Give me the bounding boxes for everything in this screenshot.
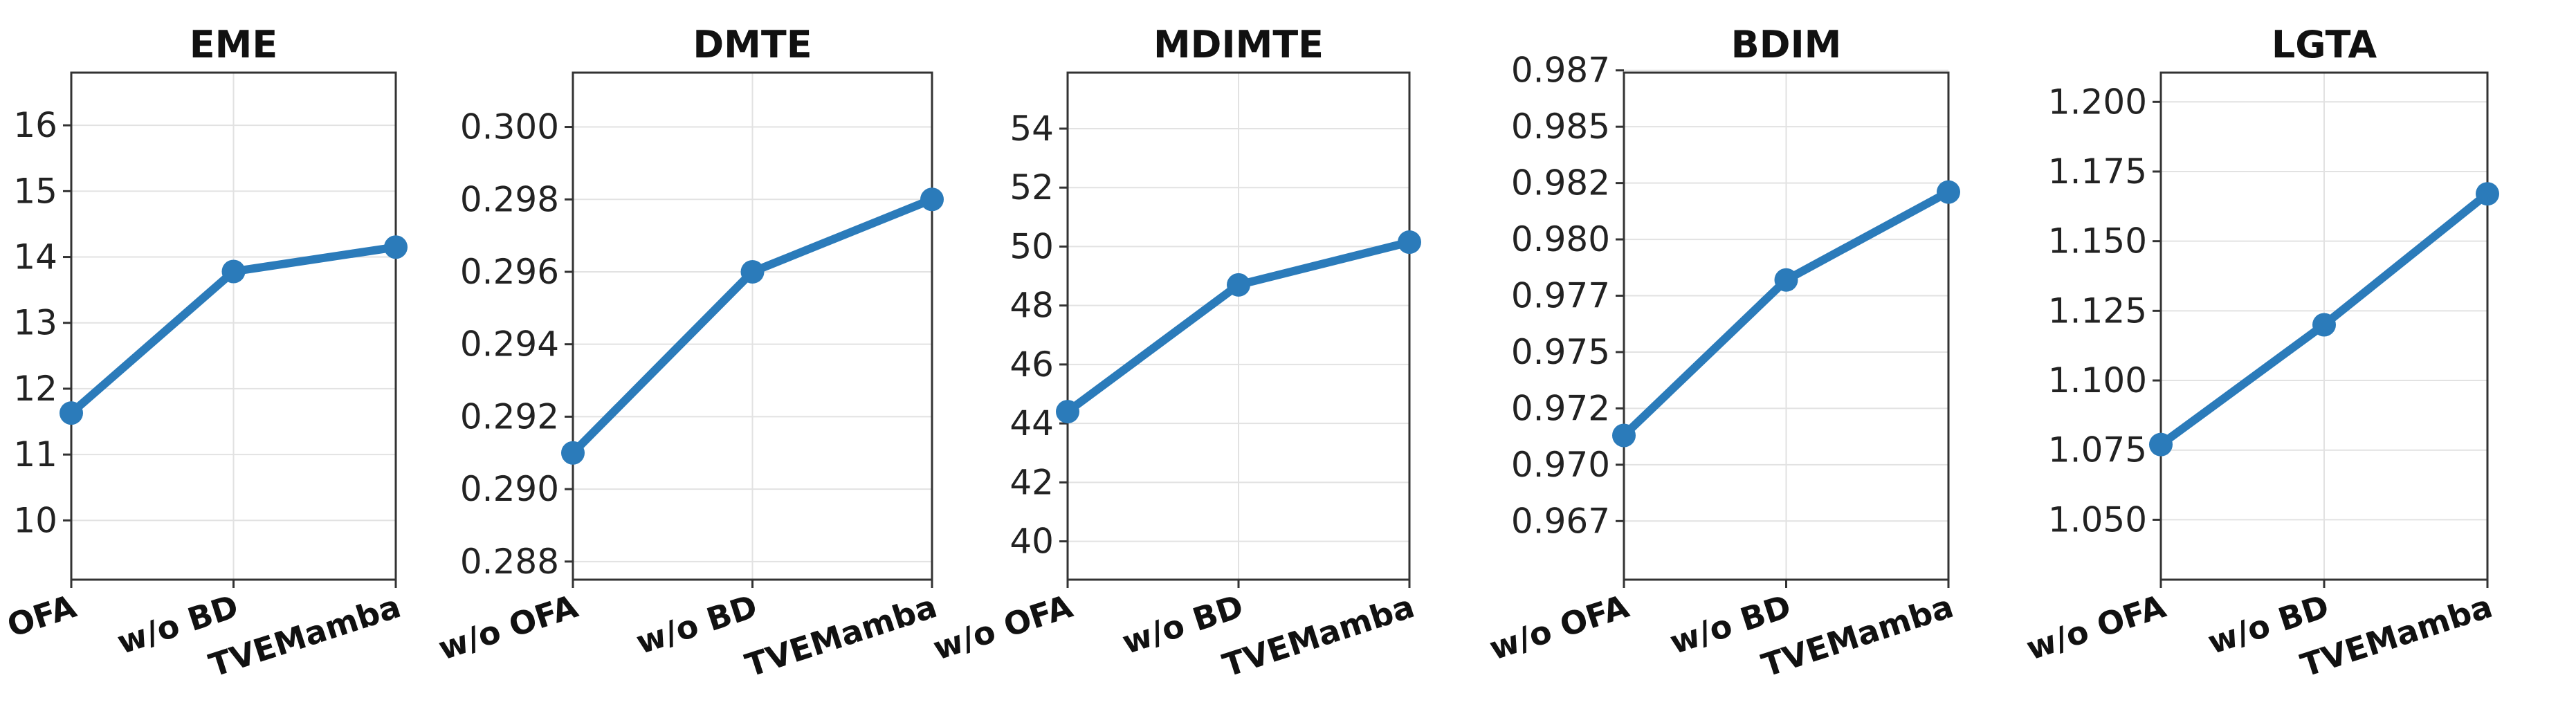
y-tick-label: 15 xyxy=(13,171,57,211)
y-tick-label: 10 xyxy=(13,500,57,540)
data-point xyxy=(1612,423,1636,448)
y-tick-label: 0.298 xyxy=(460,179,559,219)
y-tick-label: 40 xyxy=(1010,522,1054,562)
chart-panel: 0.967 0.970 0.972 0.975 0.977 0.980 0.982 0.985… xyxy=(1485,23,1960,684)
y-tick-label: 1.150 xyxy=(2048,221,2147,261)
y-tick-label: 0.980 xyxy=(1511,219,1610,259)
y-tick-label: 0.975 xyxy=(1511,332,1610,372)
y-tick-label: 0.977 xyxy=(1511,276,1610,316)
y-tick-label: 0.982 xyxy=(1511,163,1610,203)
chart-title: LGTA xyxy=(2272,23,2377,66)
y-tick-label: 0.288 xyxy=(460,542,559,582)
chart-title: EME xyxy=(190,23,278,66)
y-tick-label: 0.970 xyxy=(1511,445,1610,485)
y-tick-label: 0.292 xyxy=(460,396,559,436)
chart-title: DMTE xyxy=(693,23,812,66)
y-tick-label: 52 xyxy=(1010,167,1054,208)
x-tick-label: w/o OFA xyxy=(0,587,81,668)
y-tick-label: 16 xyxy=(13,105,57,145)
y-tick-label: 54 xyxy=(1010,109,1054,149)
chart-panel: 0.288 0.290 0.292 0.294 0.296 0.298 0.300 w/o O… xyxy=(434,23,944,684)
data-point xyxy=(2149,432,2173,457)
y-tick-label: 0.294 xyxy=(460,324,559,365)
y-tick-label: 0.987 xyxy=(1511,50,1610,91)
y-tick-label: 11 xyxy=(13,434,57,475)
y-tick-label: 13 xyxy=(13,303,57,343)
y-tick-label: 0.296 xyxy=(460,252,559,292)
x-tick-label: w/o OFA xyxy=(1485,587,1634,668)
data-point xyxy=(920,187,944,212)
data-point xyxy=(1227,273,1250,297)
y-tick-label: 1.175 xyxy=(2048,151,2147,192)
y-tick-label: 1.100 xyxy=(2048,360,2147,401)
x-tick-label: w/o OFA xyxy=(2022,587,2171,668)
y-tick-label: 0.967 xyxy=(1511,501,1610,541)
y-tick-label: 0.300 xyxy=(460,107,559,147)
data-point xyxy=(740,259,765,284)
data-point xyxy=(1398,230,1421,255)
y-tick-label: 14 xyxy=(13,237,57,277)
x-tick-label: w/o OFA xyxy=(434,587,583,668)
x-tick-label: w/o OFA xyxy=(929,587,1077,668)
chart-panel: 1.050 1.075 1.100 1.125 1.150 1.175 1.200 w/o O… xyxy=(2022,23,2499,684)
x-tick-label: TVEMamba xyxy=(741,587,942,684)
data-point xyxy=(2476,182,2499,206)
y-tick-label: 1.050 xyxy=(2048,499,2147,540)
y-tick-label: 44 xyxy=(1010,403,1054,443)
y-tick-label: 0.290 xyxy=(460,469,559,509)
data-point xyxy=(1937,180,1960,204)
data-point xyxy=(1774,268,1798,292)
data-point xyxy=(2312,313,2336,337)
y-tick-label: 1.075 xyxy=(2048,430,2147,470)
y-tick-label: 0.972 xyxy=(1511,388,1610,428)
y-tick-label: 50 xyxy=(1010,226,1054,266)
data-point xyxy=(1056,400,1079,424)
chart-title: MDIMTE xyxy=(1153,23,1324,66)
y-tick-label: 1.125 xyxy=(2048,291,2147,331)
y-tick-label: 1.200 xyxy=(2048,82,2147,122)
y-tick-label: 48 xyxy=(1010,286,1054,326)
y-tick-label: 42 xyxy=(1010,462,1054,502)
x-tick-label: TVEMamba xyxy=(1218,587,1419,684)
data-point xyxy=(561,441,585,465)
chart-title: BDIM xyxy=(1731,23,1842,66)
y-tick-label: 46 xyxy=(1010,344,1054,385)
data-point xyxy=(384,235,408,259)
data-point xyxy=(60,401,83,425)
y-tick-label: 0.985 xyxy=(1511,107,1610,147)
y-tick-label: 12 xyxy=(13,369,57,409)
data-point xyxy=(221,259,246,284)
